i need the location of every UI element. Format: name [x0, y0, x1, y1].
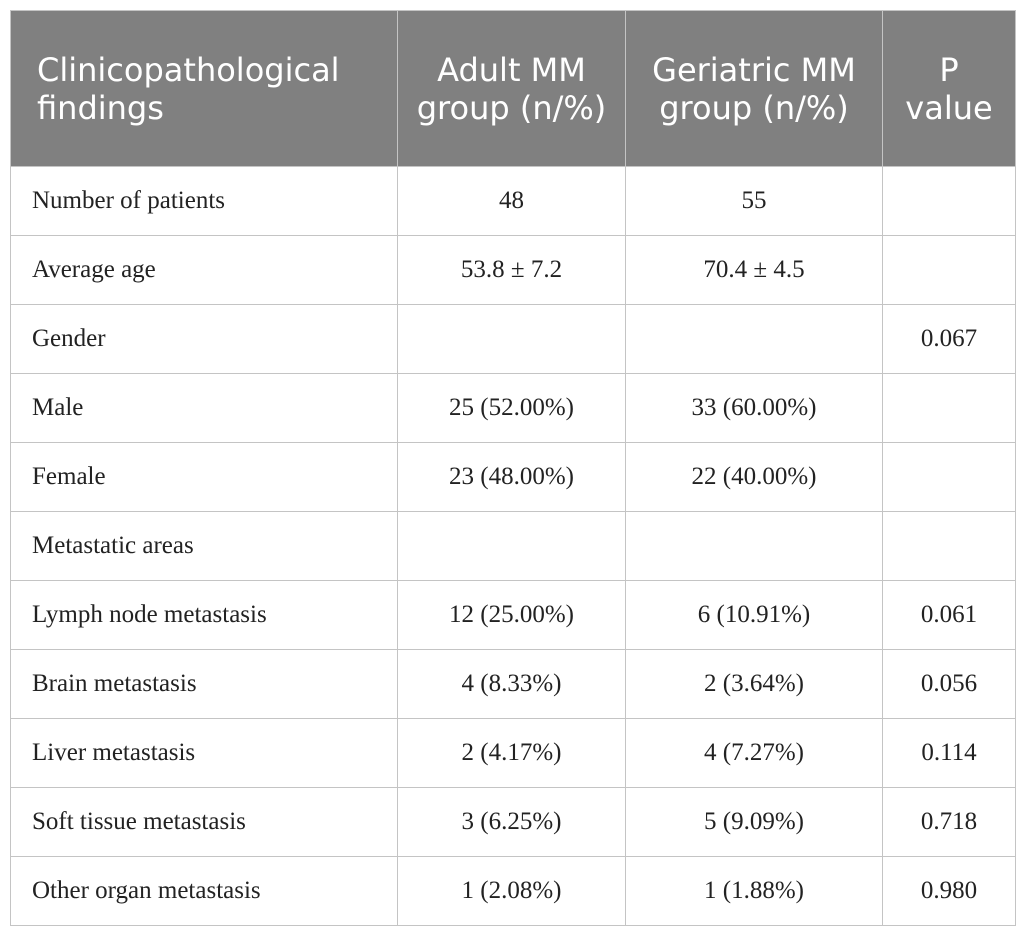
table-row: Other organ metastasis 1 (2.08%) 1 (1.88%)…: [10, 856, 1016, 926]
table-cell: 4 (8.33%): [397, 649, 626, 719]
table-cell: 0.056: [882, 649, 1016, 719]
table-cell: Soft tissue metastasis: [10, 787, 398, 857]
table-row: Liver metastasis 2 (4.17%) 4 (7.27%) 0.114: [10, 718, 1016, 788]
table-cell: 4 (7.27%): [625, 718, 883, 788]
header-row: Clinicopathological findings Adult MM gro…: [10, 10, 1016, 167]
table-cell: 55: [625, 166, 883, 236]
table-cell: [397, 304, 626, 374]
header-cell: Clinicopathological findings: [10, 10, 398, 167]
table-body: Number of patients 48 55 Average age 53.8 ± …: [10, 166, 1016, 926]
table-row: Metastatic areas: [10, 511, 1016, 581]
table-cell: 0.114: [882, 718, 1016, 788]
table-cell: Lymph node metastasis: [10, 580, 398, 650]
table-cell: [882, 373, 1016, 443]
table-cell: [882, 235, 1016, 305]
table-row: Soft tissue metastasis 3 (6.25%) 5 (9.09%)…: [10, 787, 1016, 857]
table-cell: 2 (3.64%): [625, 649, 883, 719]
header-cell: Adult MM group (n/%): [397, 10, 626, 167]
table-cell: 0.980: [882, 856, 1016, 926]
table-row: Female 23 (48.00%) 22 (40.00%): [10, 442, 1016, 512]
table-cell: 1 (1.88%): [625, 856, 883, 926]
table-cell: 0.718: [882, 787, 1016, 857]
table-cell: Average age: [10, 235, 398, 305]
table-row: Male 25 (52.00%) 33 (60.00%): [10, 373, 1016, 443]
table-row: Average age 53.8 ± 7.2 70.4 ± 4.5: [10, 235, 1016, 305]
table-cell: 48: [397, 166, 626, 236]
table-cell: Metastatic areas: [10, 511, 398, 581]
table-row: Number of patients 48 55: [10, 166, 1016, 236]
header-cell: P value: [882, 10, 1016, 167]
data-table: Clinicopathological findings Adult MM gro…: [10, 10, 1016, 926]
table-cell: 0.067: [882, 304, 1016, 374]
table-cell: [882, 166, 1016, 236]
table-cell: 2 (4.17%): [397, 718, 626, 788]
table-cell: 0.061: [882, 580, 1016, 650]
table-cell: 3 (6.25%): [397, 787, 626, 857]
table-row: Gender 0.067: [10, 304, 1016, 374]
table-cell: Female: [10, 442, 398, 512]
table-cell: Other organ metastasis: [10, 856, 398, 926]
table-cell: [625, 304, 883, 374]
table-cell: Number of patients: [10, 166, 398, 236]
table-header: Clinicopathological findings Adult MM gro…: [10, 10, 1016, 167]
table-cell: Brain metastasis: [10, 649, 398, 719]
table-cell: 6 (10.91%): [625, 580, 883, 650]
header-cell: Geriatric MM group (n/%): [625, 10, 883, 167]
table-cell: 70.4 ± 4.5: [625, 235, 883, 305]
table-cell: 53.8 ± 7.2: [397, 235, 626, 305]
table-cell: Gender: [10, 304, 398, 374]
table-cell: 23 (48.00%): [397, 442, 626, 512]
table-cell: [625, 511, 883, 581]
table-cell: Male: [10, 373, 398, 443]
table-cell: 22 (40.00%): [625, 442, 883, 512]
table-cell: 1 (2.08%): [397, 856, 626, 926]
table-cell: 33 (60.00%): [625, 373, 883, 443]
table-cell: [397, 511, 626, 581]
table-cell: 12 (25.00%): [397, 580, 626, 650]
table-cell: [882, 511, 1016, 581]
table-cell: Liver metastasis: [10, 718, 398, 788]
table-cell: [882, 442, 1016, 512]
table-row: Lymph node metastasis 12 (25.00%) 6 (10.91…: [10, 580, 1016, 650]
table-cell: 5 (9.09%): [625, 787, 883, 857]
table-cell: 25 (52.00%): [397, 373, 626, 443]
table-row: Brain metastasis 4 (8.33%) 2 (3.64%) 0.056: [10, 649, 1016, 719]
